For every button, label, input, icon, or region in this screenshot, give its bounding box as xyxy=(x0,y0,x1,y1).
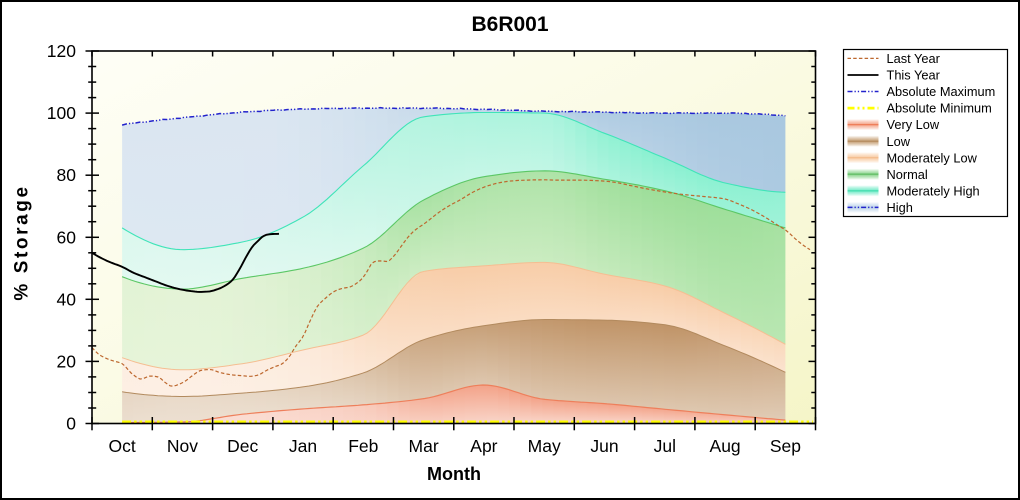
svg-text:Dec: Dec xyxy=(227,436,258,456)
svg-text:Nov: Nov xyxy=(167,436,198,456)
svg-text:Low: Low xyxy=(887,134,911,149)
svg-text:Apr: Apr xyxy=(470,436,497,456)
svg-text:Mar: Mar xyxy=(409,436,439,456)
svg-text:40: 40 xyxy=(57,289,77,309)
svg-text:Jun: Jun xyxy=(590,436,618,456)
svg-text:120: 120 xyxy=(47,41,76,61)
svg-text:Oct: Oct xyxy=(108,436,135,456)
svg-text:100: 100 xyxy=(47,103,76,123)
svg-text:This Year: This Year xyxy=(887,68,941,83)
svg-text:High: High xyxy=(887,200,913,215)
svg-text:Aug: Aug xyxy=(710,436,741,456)
svg-text:Sep: Sep xyxy=(770,436,801,456)
svg-text:Month: Month xyxy=(427,464,481,484)
svg-text:B6R001: B6R001 xyxy=(471,13,548,36)
svg-text:60: 60 xyxy=(57,227,77,247)
svg-text:Very Low: Very Low xyxy=(887,117,940,132)
svg-text:Jan: Jan xyxy=(289,436,317,456)
svg-text:20: 20 xyxy=(57,351,77,371)
svg-text:% Storage: % Storage xyxy=(12,184,33,300)
svg-text:Last Year: Last Year xyxy=(887,51,941,66)
svg-text:Moderately High: Moderately High xyxy=(887,183,980,198)
svg-text:80: 80 xyxy=(57,165,77,185)
svg-text:Absolute Maximum: Absolute Maximum xyxy=(887,84,996,99)
svg-text:Moderately Low: Moderately Low xyxy=(887,150,978,165)
svg-text:0: 0 xyxy=(66,414,76,434)
svg-text:May: May xyxy=(528,436,561,456)
svg-text:Jul: Jul xyxy=(654,436,676,456)
svg-text:Absolute Minimum: Absolute Minimum xyxy=(887,101,992,116)
svg-text:Feb: Feb xyxy=(348,436,378,456)
svg-text:Normal: Normal xyxy=(887,167,928,182)
